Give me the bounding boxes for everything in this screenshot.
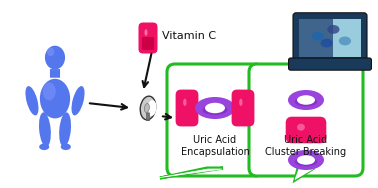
Ellipse shape <box>327 25 339 34</box>
Ellipse shape <box>295 97 317 106</box>
Ellipse shape <box>297 124 305 131</box>
Ellipse shape <box>59 112 71 147</box>
Ellipse shape <box>297 95 315 105</box>
FancyBboxPatch shape <box>288 58 372 70</box>
Ellipse shape <box>140 96 156 120</box>
Ellipse shape <box>144 29 147 36</box>
Text: Uric Acid
Encapsulation: Uric Acid Encapsulation <box>181 135 249 157</box>
Ellipse shape <box>47 48 54 56</box>
Ellipse shape <box>40 79 70 118</box>
FancyBboxPatch shape <box>142 37 154 50</box>
FancyBboxPatch shape <box>286 117 326 143</box>
Polygon shape <box>160 168 223 178</box>
FancyBboxPatch shape <box>50 69 60 78</box>
Polygon shape <box>295 168 314 180</box>
FancyBboxPatch shape <box>299 19 361 57</box>
Ellipse shape <box>61 144 71 150</box>
Ellipse shape <box>205 103 225 113</box>
Ellipse shape <box>203 105 228 115</box>
Ellipse shape <box>295 157 317 166</box>
Polygon shape <box>160 169 222 177</box>
FancyBboxPatch shape <box>167 64 263 176</box>
Ellipse shape <box>25 86 39 115</box>
Ellipse shape <box>183 99 186 106</box>
FancyBboxPatch shape <box>249 64 363 176</box>
Ellipse shape <box>239 99 243 106</box>
FancyBboxPatch shape <box>176 90 198 126</box>
Ellipse shape <box>288 90 324 110</box>
Ellipse shape <box>339 36 351 45</box>
Ellipse shape <box>39 144 49 150</box>
Ellipse shape <box>195 97 235 119</box>
Ellipse shape <box>311 32 324 41</box>
FancyBboxPatch shape <box>293 13 367 63</box>
Text: Vitamin C: Vitamin C <box>162 31 216 41</box>
Ellipse shape <box>144 103 149 113</box>
Ellipse shape <box>297 155 315 165</box>
FancyBboxPatch shape <box>232 90 254 126</box>
Ellipse shape <box>45 46 65 69</box>
Text: Uric Acid
Cluster Breaking: Uric Acid Cluster Breaking <box>265 135 347 157</box>
FancyBboxPatch shape <box>138 23 158 54</box>
Polygon shape <box>295 169 313 180</box>
FancyBboxPatch shape <box>299 19 333 57</box>
Ellipse shape <box>71 86 85 115</box>
Ellipse shape <box>147 100 156 116</box>
FancyBboxPatch shape <box>148 113 149 121</box>
FancyBboxPatch shape <box>147 113 148 121</box>
Ellipse shape <box>321 39 333 47</box>
Ellipse shape <box>39 112 51 147</box>
Ellipse shape <box>288 150 324 170</box>
Ellipse shape <box>43 82 56 100</box>
